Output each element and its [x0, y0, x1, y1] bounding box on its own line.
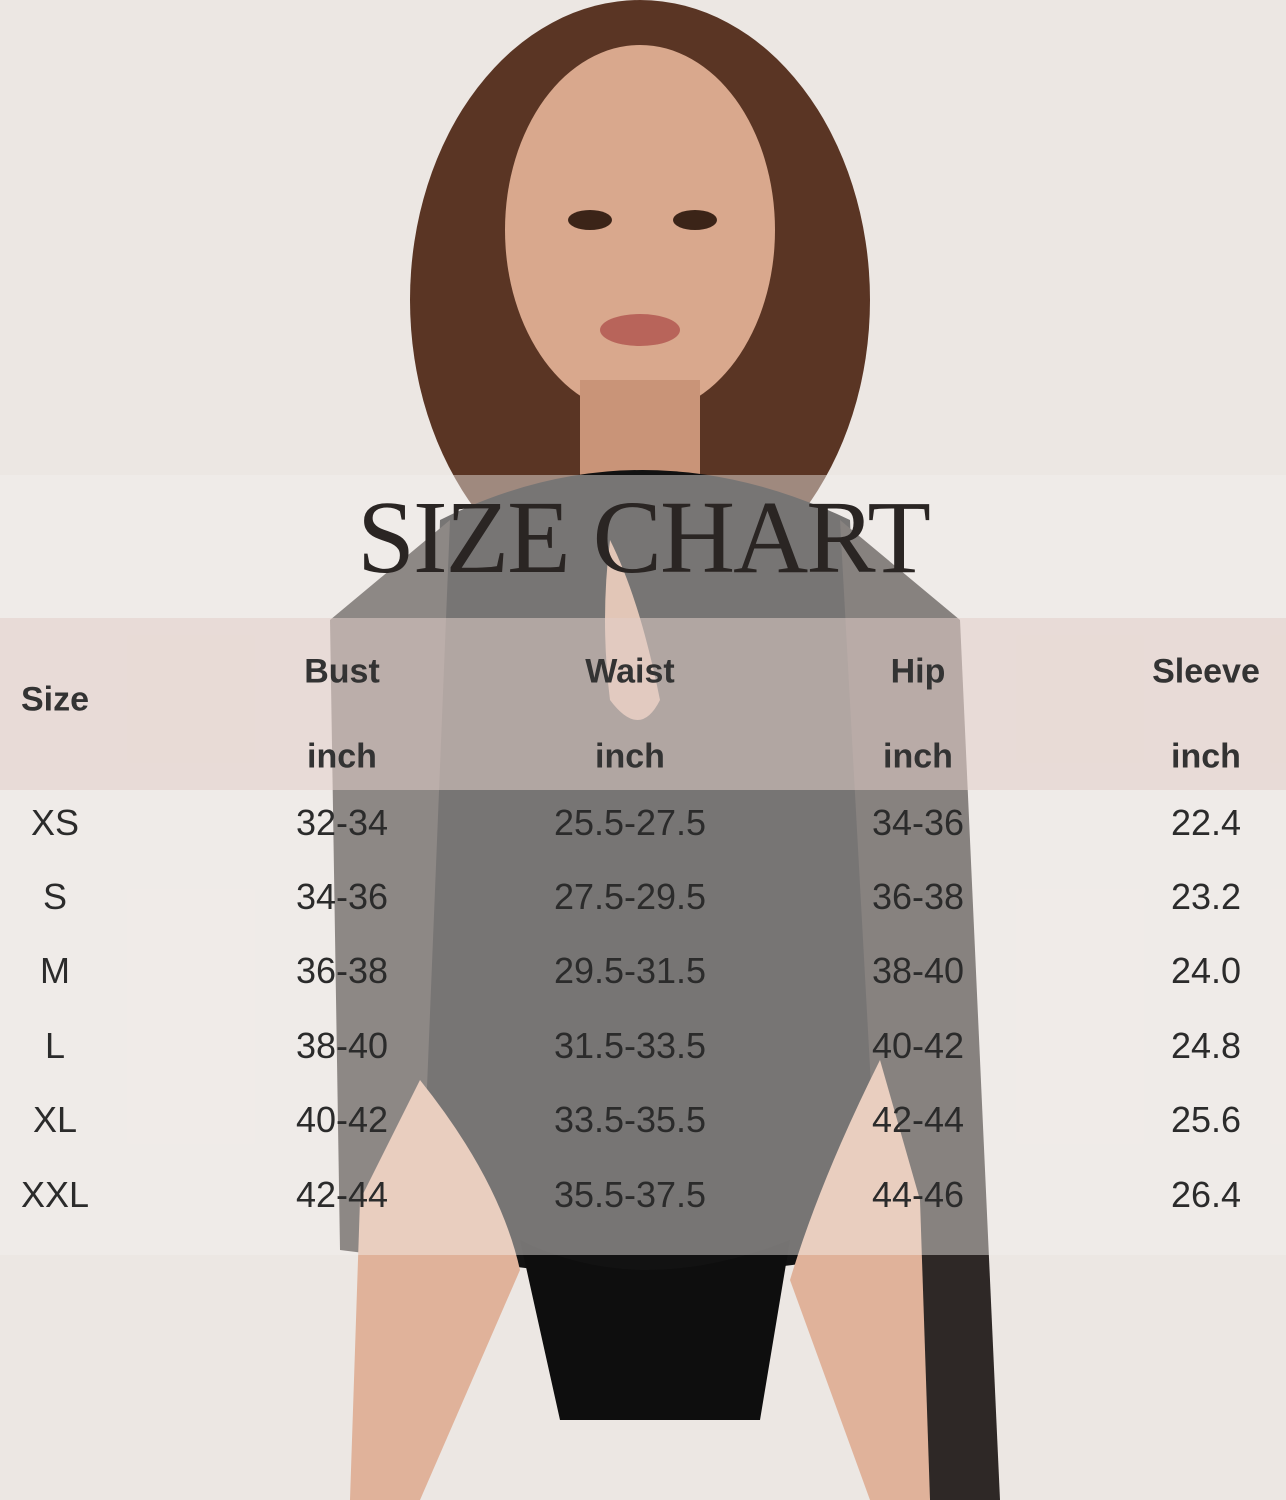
table-cell-sleeve: 25.6	[1170, 1099, 1242, 1140]
table-cell-hip: 34-36	[871, 802, 965, 843]
table-cell-size: S	[42, 876, 68, 917]
table-cell-hip: 40-42	[871, 1025, 965, 1066]
chart-overlay	[0, 475, 1286, 1255]
column-unit-sleeve: inch	[1171, 737, 1241, 776]
table-cell-waist: 31.5-33.5	[553, 1025, 707, 1066]
column-unit-bust: inch	[307, 737, 377, 776]
table-cell-waist: 27.5-29.5	[553, 876, 707, 917]
table-cell-hip: 42-44	[871, 1099, 965, 1140]
table-cell-size: XXL	[20, 1174, 90, 1215]
table-cell-sleeve: 26.4	[1170, 1174, 1242, 1215]
column-header-sleeve: Sleeve	[1152, 652, 1260, 691]
size-chart-title: SIZE CHART	[357, 480, 931, 595]
table-cell-bust: 34-36	[295, 876, 389, 917]
table-cell-sleeve: 22.4	[1170, 802, 1242, 843]
table-cell-waist: 25.5-27.5	[553, 802, 707, 843]
column-header-waist: Waist	[585, 652, 675, 691]
column-unit-hip: inch	[883, 737, 953, 776]
table-cell-size: L	[44, 1025, 66, 1066]
header-band	[0, 618, 1286, 790]
column-header-hip: Hip	[890, 652, 946, 691]
table-cell-sleeve: 23.2	[1170, 876, 1242, 917]
column-unit-waist: inch	[595, 737, 665, 776]
table-cell-bust: 32-34	[295, 802, 389, 843]
table-cell-bust: 42-44	[295, 1174, 389, 1215]
table-cell-hip: 44-46	[871, 1174, 965, 1215]
column-header-bust: Bust	[304, 652, 380, 691]
table-cell-size: XL	[32, 1099, 78, 1140]
table-cell-bust: 40-42	[295, 1099, 389, 1140]
table-cell-bust: 38-40	[295, 1025, 389, 1066]
table-cell-size: XS	[30, 802, 80, 843]
table-cell-hip: 38-40	[871, 950, 965, 991]
table-cell-sleeve: 24.0	[1170, 950, 1242, 991]
table-cell-waist: 35.5-37.5	[553, 1174, 707, 1215]
table-cell-waist: 33.5-35.5	[553, 1099, 707, 1140]
table-cell-size: M	[40, 950, 70, 991]
table-cell-bust: 36-38	[295, 950, 389, 991]
table-cell-waist: 29.5-31.5	[553, 950, 707, 991]
table-cell-hip: 36-38	[871, 876, 965, 917]
table-cell-sleeve: 24.8	[1170, 1025, 1242, 1066]
column-header-size: Size	[20, 680, 90, 719]
